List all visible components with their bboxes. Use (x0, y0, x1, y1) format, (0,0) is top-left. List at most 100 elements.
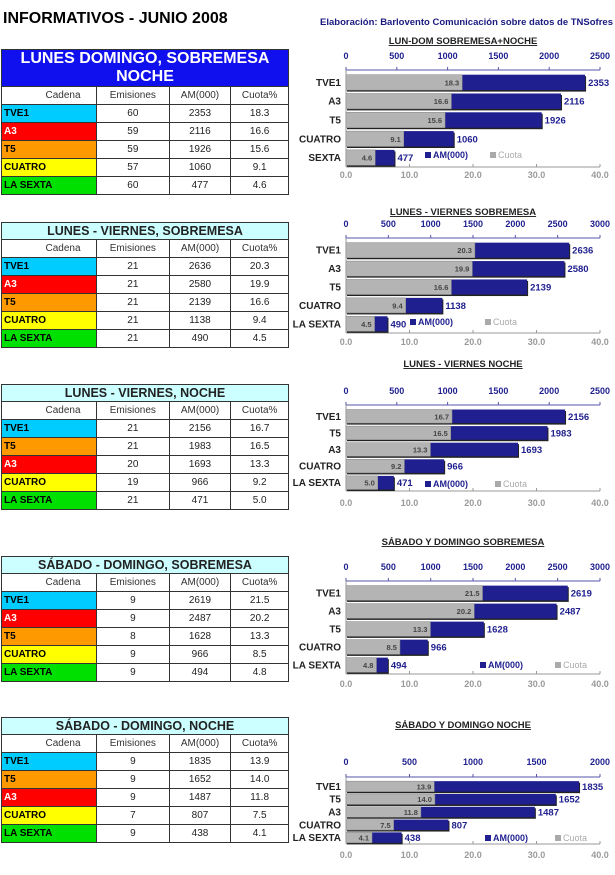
cuota-tick-label: 20.0 (464, 850, 482, 860)
am-cell: 966 (168, 645, 232, 664)
column-header: Cuota% (230, 401, 289, 420)
legend-am-swatch (480, 662, 486, 668)
emisiones-cell: 9 (96, 824, 170, 843)
am-tick-label: 500 (381, 562, 396, 572)
category-label: TVE1 (316, 589, 341, 600)
emisiones-cell: 59 (96, 140, 170, 159)
table-title: SÁBADO - DOMINGO, NOCHE (1, 717, 289, 735)
audience-table: SÁBADO - DOMINGO, SOBREMESA Cadena Emision… (1, 556, 289, 682)
table-header-row: Cadena Emisiones AM(000) Cuota% (1, 86, 289, 105)
cuota-bar (345, 819, 394, 831)
column-header: Cadena (1, 734, 97, 753)
emisiones-cell: 7 (96, 806, 170, 825)
legend-cuota-label: Cuota (503, 479, 527, 489)
table-row: A3 59 2116 16.6 (1, 122, 289, 141)
am-tick-label: 1500 (526, 757, 546, 767)
am-tick-label: 0 (343, 562, 348, 572)
table-row: T5 9 1652 14.0 (1, 770, 289, 789)
table-row: CUATRO 9 966 8.5 (1, 645, 289, 664)
am-data-label: 1693 (521, 445, 542, 456)
column-header: Cadena (1, 239, 97, 258)
cuota-data-label: 16.6 (434, 283, 449, 292)
channel-cell: A3 (1, 455, 97, 474)
channel-cell: A3 (1, 788, 97, 807)
am-tick-label: 2000 (505, 562, 525, 572)
am-data-label: 2116 (564, 97, 585, 108)
cuota-data-label: 16.5 (433, 429, 448, 438)
cuota-data-label: 14.0 (417, 795, 432, 804)
am-tick-label: 1000 (438, 386, 458, 396)
am-data-label: 494 (391, 661, 408, 672)
bar-chart: SÁBADO Y DOMINGO SOBREMESA 0 500 1000 1500 20… (293, 537, 610, 689)
category-label: CUATRO (299, 820, 341, 831)
am-cell: 494 (168, 663, 232, 682)
channel-cell: T5 (1, 293, 97, 312)
am-tick-label: 3000 (590, 562, 610, 572)
am-data-label: 2580 (567, 264, 588, 275)
am-data-label: 477 (397, 153, 413, 164)
column-header: Cuota% (230, 734, 289, 753)
column-header: AM(000) (168, 86, 232, 105)
category-label: A3 (328, 445, 341, 456)
category-label: TVE1 (316, 782, 341, 793)
cuota-data-label: 4.1 (359, 834, 369, 843)
table-row: T5 59 1926 15.6 (1, 140, 289, 159)
cuota-data-label: 9.4 (392, 301, 403, 310)
am-cell: 1926 (168, 140, 232, 159)
channel-cell: A3 (1, 275, 97, 294)
cuota-tick-label: 40.0 (591, 498, 609, 508)
am-cell: 1835 (168, 752, 232, 771)
audience-table: SÁBADO - DOMINGO, NOCHE Cadena Emisiones AM… (1, 717, 289, 843)
cuota-bar (345, 93, 452, 110)
emisiones-cell: 9 (96, 752, 170, 771)
cuota-cell: 16.6 (230, 293, 289, 312)
column-header: AM(000) (168, 401, 232, 420)
table-row: TVE1 9 1835 13.9 (1, 752, 289, 771)
cuota-tick-label: 10.0 (401, 850, 419, 860)
category-label: LA SEXTA (293, 319, 341, 330)
cuota-cell: 4.6 (230, 176, 289, 195)
emisiones-cell: 21 (96, 437, 170, 456)
cuota-tick-label: 10.0 (401, 679, 419, 689)
column-header: Cadena (1, 86, 97, 105)
legend-am-swatch (425, 481, 431, 487)
cuota-tick-label: 20.0 (464, 337, 482, 347)
am-data-label: 471 (397, 478, 414, 489)
am-tick-label: 1000 (421, 562, 441, 572)
column-header: Cuota% (230, 239, 289, 258)
am-tick-label: 500 (389, 386, 404, 396)
cuota-data-label: 16.7 (434, 412, 449, 421)
cuota-tick-label: 40.0 (591, 170, 609, 180)
cuota-tick-label: 40.0 (591, 337, 609, 347)
am-data-label: 966 (431, 643, 447, 654)
cuota-bar (345, 425, 452, 440)
am-tick-label: 2000 (539, 51, 559, 61)
cuota-bar (345, 409, 453, 424)
cuota-data-label: 15.6 (427, 116, 442, 125)
category-label: TVE1 (316, 412, 341, 423)
emisiones-cell: 9 (96, 770, 170, 789)
category-label: T5 (329, 428, 341, 439)
am-cell: 1652 (168, 770, 232, 789)
table-header-row: Cadena Emisiones AM(000) Cuota% (1, 573, 289, 592)
am-cell: 2139 (168, 293, 232, 312)
audience-table: LUNES DOMINGO, SOBREMESA NOCHE Cadena Emis… (1, 49, 289, 195)
channel-cell: CUATRO (1, 158, 97, 177)
am-tick-label: 0 (343, 51, 348, 61)
cuota-bar (345, 832, 373, 844)
table-title: LUNES DOMINGO, SOBREMESA NOCHE (1, 49, 289, 87)
am-data-label: 1835 (582, 782, 604, 793)
emisiones-cell: 19 (96, 473, 170, 492)
table-row: CUATRO 57 1060 9.1 (1, 158, 289, 177)
cuota-bar (345, 657, 377, 673)
legend-am-label: AM(000) (488, 660, 523, 670)
am-data-label: 1652 (559, 795, 580, 806)
am-tick-label: 0 (343, 757, 348, 767)
am-tick-label: 1000 (463, 757, 483, 767)
am-bar (346, 806, 535, 818)
chart-title: SÁBADO Y DOMINGO NOCHE (395, 720, 531, 731)
cuota-cell: 11.8 (230, 788, 289, 807)
column-header: Cadena (1, 401, 97, 420)
channel-cell: CUATRO (1, 473, 97, 492)
cuota-bar (345, 442, 431, 457)
